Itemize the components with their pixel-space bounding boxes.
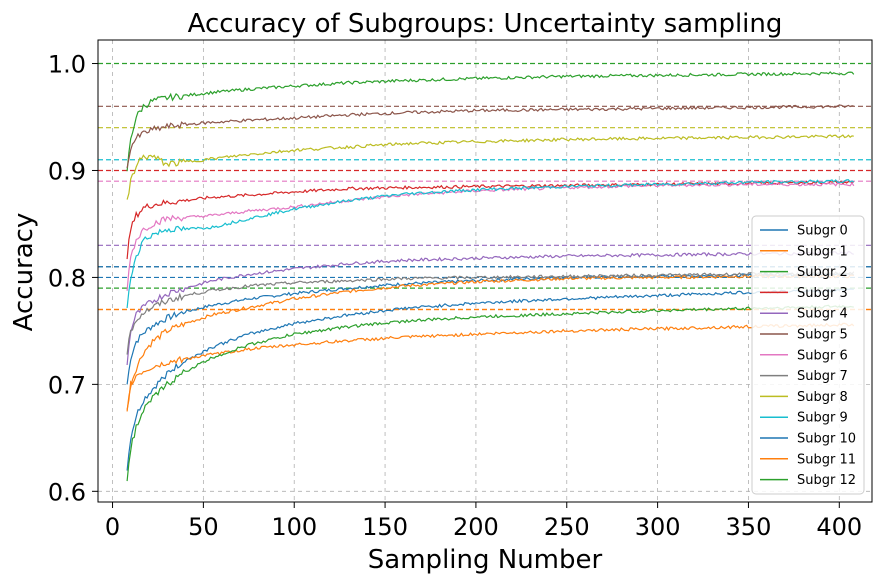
legend-label: Subgr 2: [797, 265, 848, 280]
legend-box: [751, 215, 865, 495]
reference-lines: [98, 62, 872, 311]
y-tick-label: 0.7: [48, 371, 86, 399]
series-line: [126, 71, 855, 172]
x-axis-label: Sampling Number: [368, 545, 603, 575]
x-tick-label: 350: [726, 513, 772, 541]
x-tick-label: 100: [271, 513, 317, 541]
x-tick-label: 150: [362, 513, 408, 541]
y-tick-label: 0.9: [48, 157, 86, 185]
legend-label: Subgr 3: [797, 286, 848, 301]
legend-label: Subgr 1: [797, 244, 848, 259]
legend-label: Subgr 9: [797, 411, 848, 426]
y-tick-label: 0.8: [48, 264, 86, 292]
series-line: [126, 272, 855, 385]
legend-label: Subgr 10: [797, 432, 856, 447]
series-line: [126, 179, 855, 309]
series-lines: [126, 71, 855, 482]
series-line: [126, 304, 854, 482]
series-line: [126, 271, 855, 355]
series-line: [126, 274, 854, 412]
x-tick-label: 50: [188, 513, 219, 541]
legend: Subgr 0 Subgr 1 Subgr 2 Subgr 3 Subgr 4 Subgr…: [751, 215, 865, 495]
y-tick-label: 0.6: [48, 478, 86, 506]
x-tick-label: 0: [105, 513, 120, 541]
x-tick-label: 200: [453, 513, 499, 541]
legend-label: Subgr 12: [797, 473, 856, 488]
legend-label: Subgr 11: [797, 452, 856, 467]
x-tick-label: 250: [544, 513, 590, 541]
series-line: [126, 134, 854, 200]
plot-frame: [97, 39, 873, 503]
x-tick-label: 400: [816, 513, 862, 541]
series-line: [126, 322, 855, 410]
legend-label: Subgr 0: [797, 224, 848, 239]
y-tick-label: 1.0: [48, 51, 86, 79]
legend-label: Subgr 5: [797, 328, 848, 343]
series-line: [126, 250, 854, 366]
y-axis-label: Accuracy: [9, 213, 39, 332]
series-line: [126, 288, 854, 471]
x-tick-label: 300: [635, 513, 681, 541]
axis-ticks: 0 50 100 150 200 250 300 350 400 0.6 0.7 0.8 0.9 1.0: [48, 51, 862, 541]
chart-title: Accuracy of Subgroups: Uncertainty sampl…: [188, 9, 783, 39]
legend-label: Subgr 7: [797, 369, 848, 384]
series-line: [126, 181, 855, 291]
legend-label: Subgr 4: [797, 307, 848, 322]
legend-label: Subgr 6: [797, 348, 848, 363]
series-line: [126, 104, 854, 169]
legend-label: Subgr 8: [797, 390, 848, 405]
series-line: [126, 180, 855, 260]
